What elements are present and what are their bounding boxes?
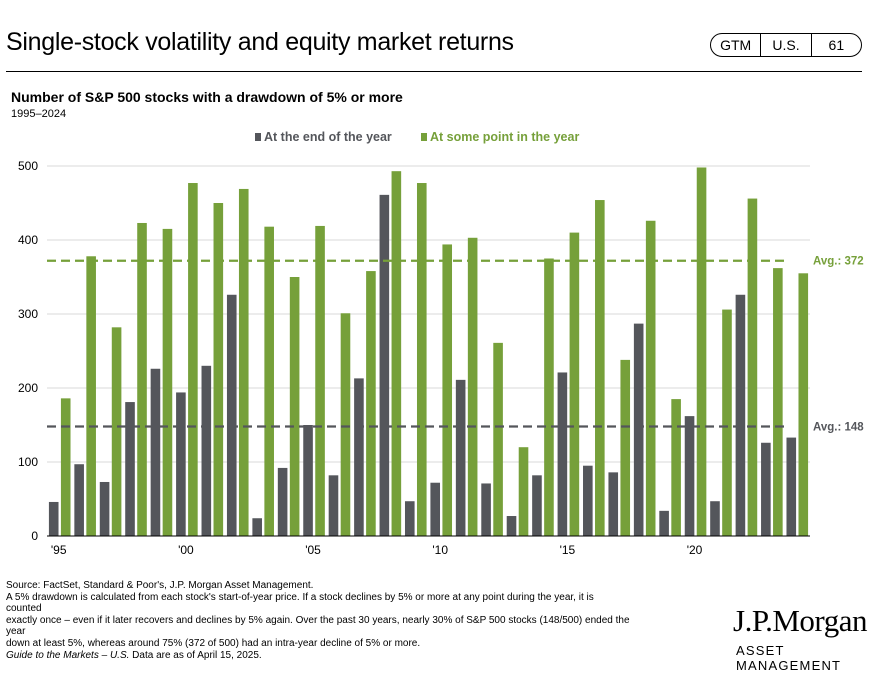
- badge-region: U.S.: [760, 34, 810, 56]
- bar-some-point-in-year: [773, 268, 783, 536]
- chart-title: Number of S&P 500 stocks with a drawdown…: [11, 89, 403, 105]
- bar-some-point-in-year: [671, 399, 681, 536]
- bar-end-of-year: [608, 472, 619, 536]
- bar-end-of-year: [684, 416, 695, 536]
- bar-end-of-year: [226, 294, 237, 536]
- page-title: Single-stock volatility and equity marke…: [6, 28, 514, 56]
- badge-gtm: GTM: [720, 37, 752, 53]
- x-tick-label: '10: [432, 543, 448, 557]
- footnote-line: A 5% drawdown is calculated from each st…: [6, 591, 594, 615]
- x-tick-label: '15: [560, 543, 576, 557]
- bar-some-point-in-year: [595, 200, 605, 536]
- y-tick-label: 400: [18, 233, 38, 247]
- bar-end-of-year: [252, 518, 262, 536]
- bar-some-point-in-year: [518, 447, 529, 536]
- bar-some-point-in-year: [289, 277, 300, 536]
- bar-some-point-in-year: [747, 198, 758, 536]
- x-tick-label: '95: [51, 543, 67, 557]
- bar-some-point-in-year: [722, 309, 732, 536]
- bar-some-point-in-year: [188, 183, 198, 536]
- bar-some-point-in-year: [620, 359, 631, 536]
- bar-end-of-year: [125, 402, 135, 536]
- legend-label-end-of-year: At the end of the year: [264, 130, 392, 144]
- bar-some-point-in-year: [493, 342, 503, 536]
- bar-end-of-year: [277, 467, 288, 536]
- legend-label-some-point: At some point in the year: [430, 130, 579, 144]
- bar-end-of-year: [354, 378, 364, 536]
- bar-some-point-in-year: [366, 271, 376, 536]
- bar-some-point-in-year: [645, 220, 656, 536]
- x-tick-label: '05: [305, 543, 321, 557]
- bar-some-point-in-year: [340, 313, 351, 536]
- footnote-line: exactly once – even if it later recovers…: [6, 614, 630, 638]
- bar-some-point-in-year: [416, 183, 427, 536]
- y-tick-label: 300: [18, 307, 38, 321]
- asset-management-label: ASSET MANAGEMENT: [736, 643, 842, 673]
- bar-end-of-year: [176, 392, 186, 536]
- bar-end-of-year: [48, 501, 59, 536]
- as-of-date: Data are as of April 15, 2025.: [129, 649, 262, 661]
- bar-end-of-year: [455, 379, 466, 536]
- footnote-source: Source: FactSet, Standard & Poor's, J.P.…: [6, 580, 314, 591]
- bar-end-of-year: [404, 501, 415, 536]
- bar-some-point-in-year: [60, 398, 71, 536]
- bar-end-of-year: [328, 475, 339, 536]
- bar-some-point-in-year: [696, 167, 707, 537]
- bar-end-of-year: [583, 465, 593, 536]
- bar-some-point-in-year: [264, 226, 274, 536]
- bar-some-point-in-year: [442, 244, 453, 536]
- drawdown-bar-chart: 0 100 200 300 400 500 '95 '00 '05 '10 '15 '20 Avg.: …: [18, 130, 864, 557]
- footnote-asof: Guide to the Markets – U.S. Data are as …: [6, 650, 632, 662]
- bar-end-of-year: [201, 365, 212, 536]
- bar-end-of-year: [150, 368, 161, 536]
- bar-end-of-year: [659, 510, 669, 536]
- bar-end-of-year: [379, 194, 390, 537]
- bar-some-point-in-year: [162, 228, 173, 536]
- guide-name: Guide to the Markets – U.S.: [6, 649, 130, 661]
- bar-some-point-in-year: [213, 203, 224, 536]
- footnote: Source: FactSet, Standard & Poor's, J.P.…: [6, 580, 632, 661]
- y-tick-label: 100: [18, 455, 38, 469]
- y-tick-label: 500: [18, 159, 38, 173]
- x-tick-label: '20: [687, 543, 703, 557]
- bar-some-point-in-year: [569, 232, 580, 536]
- bar-end-of-year: [303, 425, 313, 536]
- x-tick-label: '00: [178, 543, 194, 557]
- bar-end-of-year: [557, 372, 568, 536]
- legend-swatch-some-point: [421, 133, 427, 141]
- legend-swatch-end-of-year: [255, 133, 261, 141]
- bar-end-of-year: [481, 483, 491, 536]
- footnote-line: down at least 5%, whereas around 75% (37…: [6, 637, 421, 649]
- bar-some-point-in-year: [798, 273, 809, 536]
- bar-end-of-year: [99, 481, 110, 536]
- bar-some-point-in-year: [111, 327, 122, 536]
- chart-subtitle: 1995–2024: [11, 108, 67, 120]
- bar-some-point-in-year: [238, 188, 249, 536]
- bar-some-point-in-year: [315, 225, 325, 536]
- bar-end-of-year: [74, 464, 84, 536]
- y-tick-label: 200: [18, 381, 38, 395]
- bar-end-of-year: [710, 501, 720, 536]
- y-tick-label: 0: [31, 529, 38, 543]
- average-label: Avg.: 148: [813, 421, 864, 433]
- bar-end-of-year: [506, 516, 517, 536]
- average-label: Avg.: 372: [813, 256, 864, 268]
- bar-some-point-in-year: [137, 222, 147, 536]
- bar-end-of-year: [735, 294, 746, 536]
- bar-end-of-year: [633, 323, 644, 536]
- bar-some-point-in-year: [86, 256, 96, 536]
- bar-end-of-year: [786, 437, 797, 536]
- gtm-badge: GTM U.S. 61: [710, 33, 862, 57]
- badge-page-number: 61: [810, 34, 861, 56]
- bar-end-of-year: [430, 482, 441, 536]
- bar-some-point-in-year: [391, 171, 402, 536]
- bar-end-of-year: [532, 475, 542, 536]
- jpmorgan-logo: J.P.Morgan: [733, 603, 867, 638]
- header-divider: [6, 71, 862, 72]
- bar-some-point-in-year: [544, 258, 554, 536]
- bar-some-point-in-year: [467, 237, 478, 536]
- bar-end-of-year: [761, 442, 771, 536]
